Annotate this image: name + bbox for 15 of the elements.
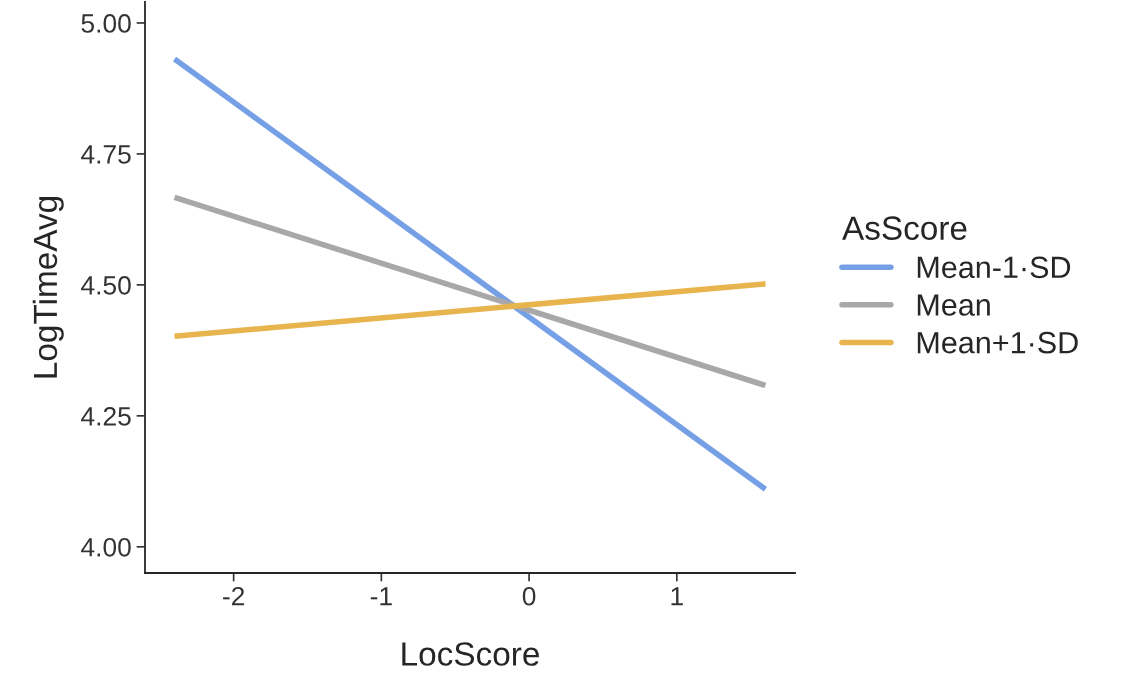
y-tick-label: 5.00 xyxy=(81,14,131,33)
y-tick-label: 4.75 xyxy=(81,145,131,164)
legend-label: Mean+1·SD xyxy=(917,331,1078,354)
x-axis-title: LocScore xyxy=(402,642,539,666)
x-tick-label: 1 xyxy=(671,587,683,606)
x-tick-label: -1 xyxy=(370,587,392,606)
y-axis-title: LogTimeAvg xyxy=(32,197,64,378)
legend-label: Mean xyxy=(917,294,990,316)
x-tick-label: -2 xyxy=(223,586,245,606)
y-tick-label: 4.25 xyxy=(81,406,131,426)
legend-title: AsScore xyxy=(842,216,967,240)
y-tick-label: 4.00 xyxy=(81,537,131,557)
y-tick-label: 4.50 xyxy=(81,276,131,295)
legend-label: Mean-1·SD xyxy=(917,256,1071,279)
x-tick-label: 0 xyxy=(522,586,536,606)
